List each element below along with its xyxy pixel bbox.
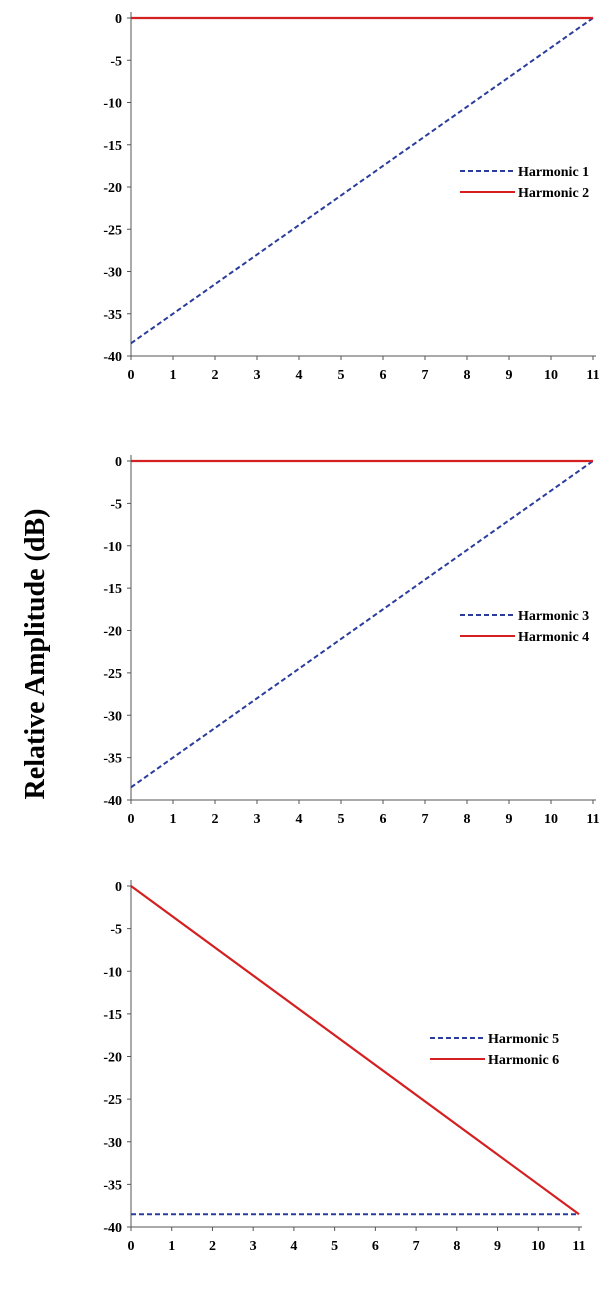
chart-3: 0 -5 -10 -15 -20 -25 -30 -35 -40 0 1 2 3 4 5 6 7 8 9 10 11 Ha…: [103, 880, 586, 1254]
y-tick-label: -30: [103, 266, 122, 281]
y-tick-label: -20: [103, 625, 122, 640]
x-tick-label: 9: [494, 1239, 501, 1254]
x-tick-label: 7: [422, 812, 429, 827]
y-tick-label: -10: [103, 540, 122, 555]
y-tick-label: -20: [103, 1051, 122, 1066]
x-tick-label: 0: [128, 812, 135, 827]
x-tick-label: 11: [572, 1239, 585, 1254]
x-tick-label: 4: [290, 1239, 297, 1254]
legend-label: Harmonic 4: [518, 630, 589, 645]
y-tick-label: -15: [103, 582, 122, 597]
legend-label: Harmonic 6: [488, 1053, 559, 1068]
y-tick-label: -15: [103, 139, 122, 154]
x-tick-label: 7: [413, 1239, 420, 1254]
y-tick-label: -25: [103, 667, 122, 682]
x-tick-label: 10: [544, 812, 558, 827]
legend-label: Harmonic 2: [518, 186, 589, 201]
x-tick-label: 10: [544, 368, 558, 383]
x-tick-label: 5: [331, 1239, 338, 1254]
x-tick-label: 2: [212, 368, 219, 383]
y-tick-label: -30: [103, 1136, 122, 1151]
y-tick-label: 0: [115, 12, 122, 27]
x-tick-label: 10: [531, 1239, 545, 1254]
x-tick-label: 8: [453, 1239, 460, 1254]
y-axis-label: Relative Amplitude (dB): [20, 509, 51, 800]
y-tick-label: -15: [103, 1008, 122, 1023]
y-tick-label: -35: [103, 752, 122, 767]
y-tick-label: -20: [103, 181, 122, 196]
chart-1: 0 -5 -10 -15 -20 -25 -30 -35 -40 0 1 2 3 4 5 6 7 8 9 10 11 Ha…: [103, 12, 600, 383]
y-tick-label: -40: [103, 350, 122, 365]
x-tick-label: 4: [296, 368, 303, 383]
legend-label: Harmonic 5: [488, 1032, 559, 1047]
x-tick-label: 1: [170, 812, 177, 827]
x-tick-label: 5: [338, 812, 345, 827]
x-tick-label: 5: [338, 368, 345, 383]
y-tick-label: -25: [103, 223, 122, 238]
x-tick-label: 8: [464, 812, 471, 827]
x-tick-label: 6: [372, 1239, 379, 1254]
x-tick-label: 3: [254, 368, 261, 383]
x-tick-label: 11: [586, 812, 599, 827]
x-tick-label: 2: [209, 1239, 216, 1254]
x-tick-label: 3: [250, 1239, 257, 1254]
x-tick-label: 7: [422, 368, 429, 383]
x-tick-label: 4: [296, 812, 303, 827]
x-tick-label: 1: [170, 368, 177, 383]
y-tick-label: -35: [103, 308, 122, 323]
x-tick-label: 3: [254, 812, 261, 827]
y-tick-label: -40: [103, 1221, 122, 1236]
chart-2: 0 -5 -10 -15 -20 -25 -30 -35 -40 0 1 2 3 4 5 6 7 8 9 10 11 Ha…: [103, 455, 600, 827]
y-tick-label: -30: [103, 709, 122, 724]
y-tick-label: -25: [103, 1093, 122, 1108]
x-tick-label: 6: [380, 368, 387, 383]
x-tick-label: 0: [128, 1239, 135, 1254]
x-tick-label: 9: [506, 812, 513, 827]
series-line-harmonic-6: [130, 885, 580, 1216]
y-tick-label: -10: [103, 97, 122, 112]
y-tick-label: -5: [110, 497, 122, 512]
x-tick-label: 6: [380, 812, 387, 827]
x-tick-label: 2: [212, 812, 219, 827]
y-tick-label: -5: [110, 923, 122, 938]
legend-label: Harmonic 1: [518, 165, 589, 180]
x-tick-label: 8: [464, 368, 471, 383]
x-tick-label: 9: [506, 368, 513, 383]
x-tick-label: 1: [168, 1239, 175, 1254]
y-tick-label: -40: [103, 794, 122, 809]
y-tick-label: -10: [103, 965, 122, 980]
legend-label: Harmonic 3: [518, 609, 589, 624]
x-tick-label: 0: [128, 368, 135, 383]
y-tick-label: 0: [115, 880, 122, 895]
y-tick-label: -5: [110, 54, 122, 69]
y-tick-label: 0: [115, 455, 122, 470]
series-line-harmonic-3: [130, 460, 594, 789]
y-tick-label: -35: [103, 1178, 122, 1193]
series-line-harmonic-1: [130, 17, 594, 345]
x-tick-label: 11: [586, 368, 599, 383]
